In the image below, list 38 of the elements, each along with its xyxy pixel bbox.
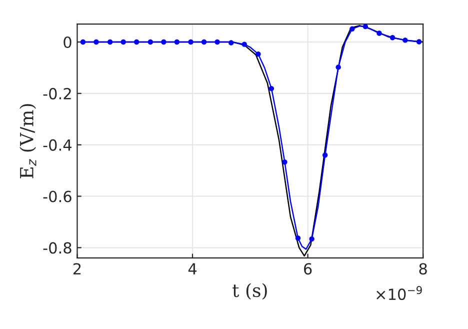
point	[107, 39, 113, 45]
point	[390, 35, 396, 40]
point	[134, 39, 140, 45]
point	[268, 86, 274, 92]
point	[148, 39, 154, 45]
point	[174, 39, 180, 45]
y-tick-label: -0.4	[43, 139, 72, 151]
y-tick-label: -0.2	[43, 88, 71, 100]
point	[201, 39, 207, 45]
point	[94, 39, 99, 45]
point	[214, 39, 220, 45]
x-axis-title: t (s)	[232, 283, 267, 300]
y-tick-label: -0.8	[43, 242, 72, 254]
point	[362, 24, 368, 30]
point	[350, 26, 355, 32]
y-tick-label: 0	[64, 36, 72, 48]
point	[228, 40, 234, 46]
y-tick-label: -0.6	[43, 190, 72, 202]
point	[188, 39, 194, 45]
point	[295, 236, 301, 241]
x-tick-label: 2	[73, 263, 81, 274]
point	[376, 30, 382, 36]
y-axis-title: E$_{z}$ (V/m)	[20, 104, 36, 178]
x-tick-label: 4	[188, 263, 197, 274]
point	[282, 159, 288, 165]
point	[161, 39, 166, 45]
x-tick-label: 8	[419, 263, 427, 275]
point	[416, 39, 422, 44]
x-tick-label: 6	[304, 263, 312, 275]
point	[256, 51, 261, 57]
point	[120, 39, 126, 45]
text: ×10$^{−9}$	[376, 286, 422, 300]
point	[80, 39, 86, 45]
point	[402, 38, 408, 43]
point	[309, 236, 314, 242]
point	[336, 64, 341, 70]
point	[322, 152, 328, 158]
point	[242, 42, 247, 47]
